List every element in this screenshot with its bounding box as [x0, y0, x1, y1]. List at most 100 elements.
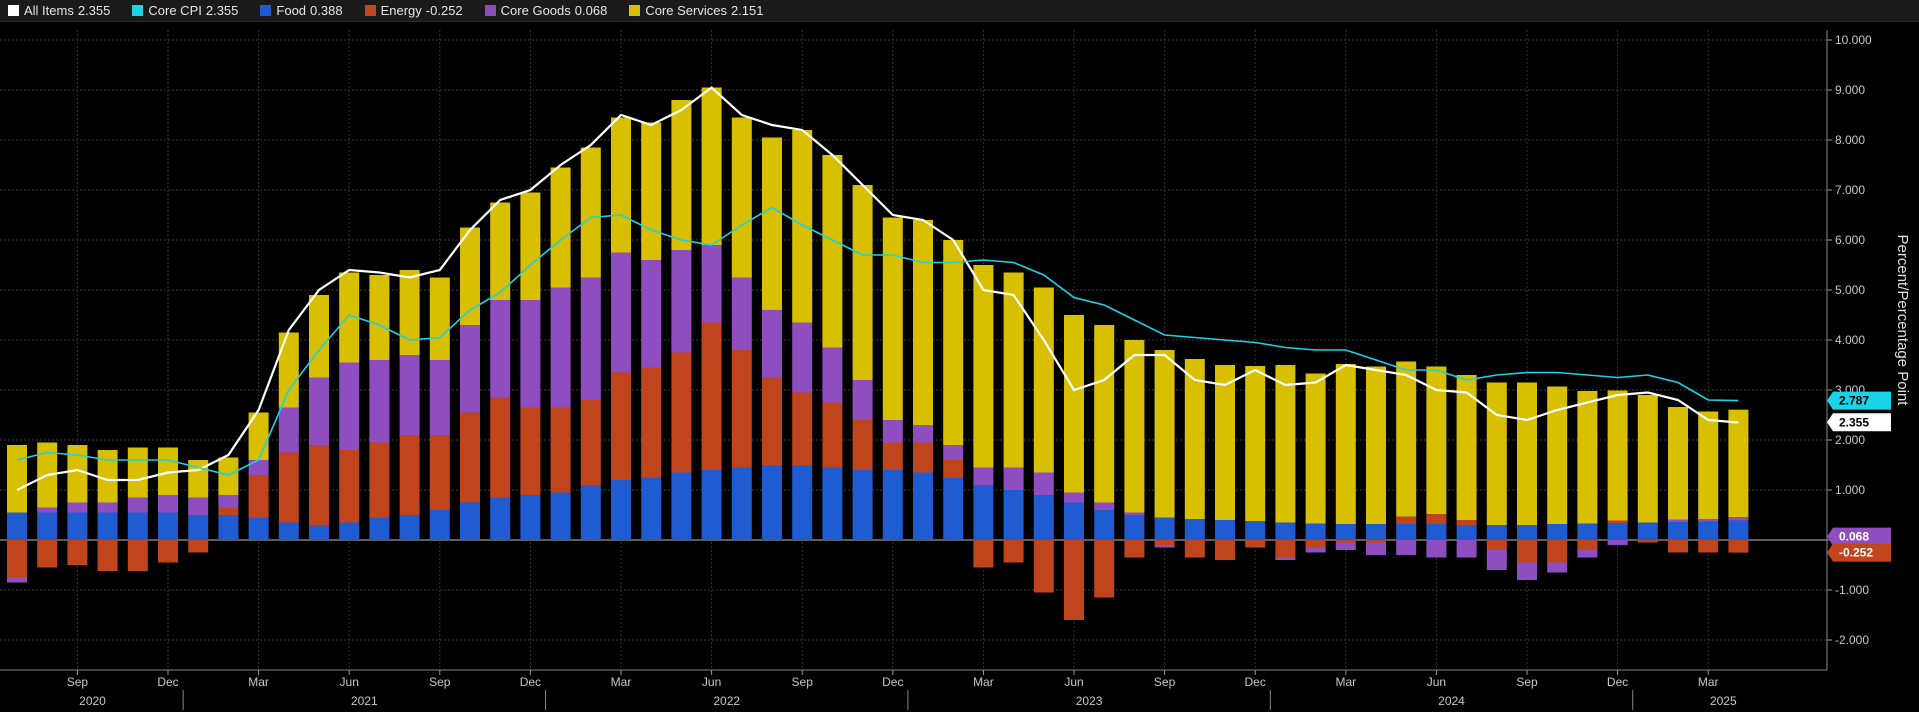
bar-core-services — [550, 167, 571, 288]
bar-energy — [550, 407, 571, 493]
end-tag-label: -0.252 — [1839, 546, 1873, 560]
bar-food — [1154, 517, 1175, 540]
bar-core-services — [611, 117, 631, 253]
bar-food — [1728, 520, 1749, 540]
bar-food — [1064, 502, 1084, 540]
bar-core-services — [429, 277, 450, 360]
bar-energy — [1184, 540, 1205, 558]
bar-core-goods — [97, 502, 118, 513]
bar-food — [127, 512, 148, 540]
bar-energy — [1124, 540, 1145, 558]
bar-energy — [429, 435, 450, 510]
bar-food — [1305, 523, 1326, 540]
bar-food — [762, 465, 782, 540]
x-month-label: Mar — [1335, 675, 1356, 689]
bar-food — [188, 515, 209, 540]
bar-food — [1637, 522, 1658, 540]
bar-core-goods — [127, 497, 148, 513]
bar-core-services — [460, 227, 480, 325]
legend-item-food[interactable]: Food 0.388 — [260, 3, 346, 18]
bar-core-goods — [943, 445, 964, 460]
bar-energy — [37, 540, 58, 568]
bar-core-services — [97, 450, 118, 503]
bar-food — [7, 512, 27, 540]
bar-energy — [218, 507, 239, 515]
legend-item-energy[interactable]: Energy -0.252 — [364, 3, 467, 18]
bar-core-goods — [1668, 519, 1688, 522]
bar-core-services — [641, 122, 662, 260]
legend-swatch-food — [260, 5, 272, 16]
x-month-label: Sep — [429, 675, 451, 689]
bar-core-goods — [369, 360, 390, 443]
bar-food — [852, 470, 873, 540]
bar-energy — [943, 460, 964, 478]
x-year-label: 2024 — [1438, 694, 1465, 708]
bar-core-services — [520, 192, 541, 300]
bar-food — [671, 472, 692, 540]
end-tag-label: 2.355 — [1839, 415, 1869, 429]
legend-label-all-items: All Items — [24, 3, 74, 18]
bar-core-services — [1184, 359, 1205, 519]
bar-energy — [1426, 514, 1447, 524]
bar-core-goods — [1728, 517, 1749, 521]
bar-energy — [852, 420, 873, 470]
x-month-label: Dec — [1607, 675, 1628, 689]
bar-energy — [1275, 540, 1296, 558]
bar-food — [1335, 524, 1356, 540]
bar-energy — [7, 540, 27, 578]
legend-label-core-services: Core Services — [645, 3, 727, 18]
bar-core-goods — [460, 325, 480, 413]
legend-swatch-energy — [364, 5, 376, 16]
bar-core-goods — [158, 495, 178, 513]
bar-energy — [1607, 520, 1628, 523]
bar-core-services — [490, 202, 511, 300]
bar-energy — [1547, 540, 1568, 563]
bar-core-services — [1517, 382, 1537, 525]
bar-core-goods — [1366, 542, 1386, 555]
bar-core-goods — [1003, 467, 1024, 490]
legend-item-core-cpi[interactable]: Core CPI 2.355 — [132, 3, 242, 18]
bar-core-services — [127, 447, 148, 498]
bar-food — [913, 472, 933, 540]
bar-core-services — [1547, 386, 1568, 524]
bar-energy — [97, 540, 118, 571]
x-year-label: 2020 — [79, 694, 106, 708]
bar-core-services — [1154, 350, 1175, 518]
bar-core-services — [913, 220, 933, 425]
legend-item-core-goods[interactable]: Core Goods 0.068 — [484, 3, 612, 18]
bar-core-goods — [1426, 540, 1447, 558]
bar-core-goods — [550, 287, 571, 408]
bar-energy — [882, 442, 903, 470]
bar-core-goods — [1698, 519, 1719, 522]
bar-food — [641, 477, 662, 540]
legend-item-core-services[interactable]: Core Services 2.151 — [629, 3, 767, 18]
x-month-label: Dec — [520, 675, 541, 689]
x-month-label: Jun — [340, 675, 359, 689]
bar-energy — [611, 372, 631, 480]
bar-food — [1003, 490, 1024, 540]
bar-food — [339, 522, 360, 540]
end-tag-bg — [1827, 543, 1891, 562]
stacked-bars — [7, 87, 1749, 620]
bar-core-goods — [852, 380, 873, 420]
legend-item-all-items[interactable]: All Items 2.355 — [8, 3, 114, 18]
legend-label-core-goods: Core Goods — [500, 3, 571, 18]
legend-label-food: Food — [276, 3, 307, 18]
bar-food — [943, 477, 964, 540]
bar-core-goods — [218, 495, 239, 508]
bar-core-goods — [429, 360, 450, 435]
bar-core-services — [943, 240, 964, 445]
x-month-label: Dec — [882, 675, 903, 689]
x-month-label: Sep — [1516, 675, 1538, 689]
bar-energy — [1517, 540, 1537, 563]
x-month-label: Dec — [157, 675, 178, 689]
legend-label-energy: Energy — [380, 3, 422, 18]
bar-energy — [369, 442, 390, 518]
x-month-label: Jun — [1064, 675, 1083, 689]
bar-energy — [641, 367, 662, 478]
x-year-label: 2025 — [1710, 694, 1737, 708]
bar-core-goods — [309, 377, 329, 445]
x-year-label: 2021 — [351, 694, 378, 708]
bar-core-services — [1215, 365, 1235, 520]
x-month-label: Mar — [248, 675, 269, 689]
